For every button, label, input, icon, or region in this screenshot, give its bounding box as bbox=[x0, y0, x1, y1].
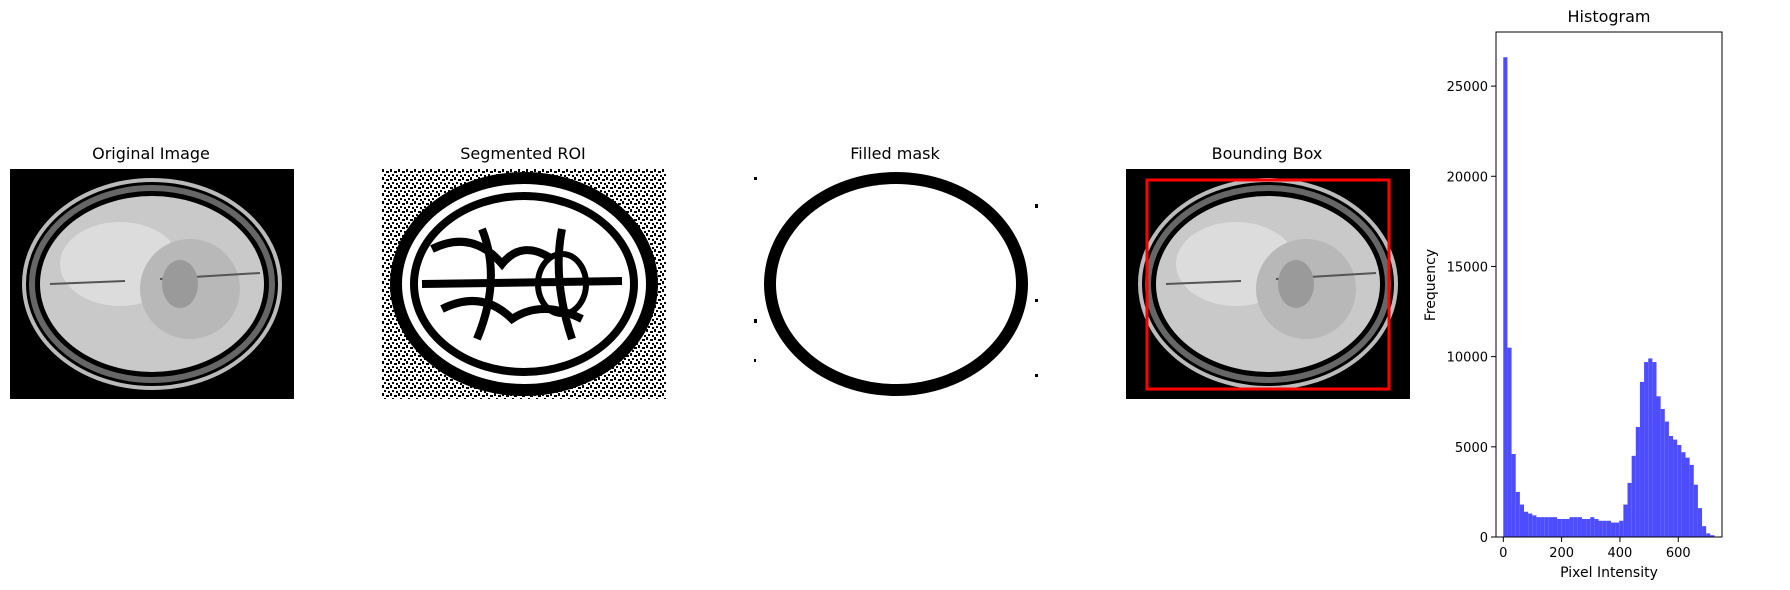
plot-frame bbox=[1495, 31, 1723, 538]
histogram-bar bbox=[1503, 57, 1508, 537]
histogram-bar bbox=[1515, 491, 1520, 537]
histogram-bar bbox=[1648, 358, 1653, 537]
histogram-bar bbox=[1557, 518, 1562, 537]
y-tick-label: 10000 bbox=[1447, 351, 1488, 366]
original-image bbox=[10, 169, 294, 399]
histogram-bar bbox=[1664, 421, 1669, 537]
y-tick-label: 20000 bbox=[1447, 170, 1488, 185]
histogram-bar bbox=[1511, 454, 1516, 537]
histogram-bar bbox=[1710, 535, 1715, 537]
histogram-bar bbox=[1540, 517, 1545, 537]
chart-title: Histogram bbox=[1568, 7, 1651, 26]
histogram-bar bbox=[1627, 482, 1632, 537]
histogram-bar bbox=[1577, 517, 1582, 537]
histogram-bar bbox=[1548, 517, 1553, 537]
x-tick-label: 0 bbox=[1499, 546, 1507, 561]
histogram-bar bbox=[1668, 436, 1674, 537]
x-tick-label: 200 bbox=[1549, 546, 1574, 561]
panel-title-original: Original Image bbox=[92, 144, 210, 163]
histogram-bar bbox=[1635, 426, 1640, 537]
histogram-bar bbox=[1623, 504, 1628, 537]
histogram-bar bbox=[1619, 520, 1624, 537]
histogram-bar bbox=[1528, 513, 1533, 537]
y-tick-label: 0 bbox=[1480, 531, 1488, 546]
histogram-bars bbox=[1503, 57, 1715, 537]
histogram-bar bbox=[1561, 518, 1566, 537]
bounding-box-rect bbox=[1145, 178, 1391, 391]
histogram-bar bbox=[1697, 508, 1703, 537]
histogram-bar bbox=[1639, 381, 1645, 537]
histogram-bar bbox=[1673, 439, 1678, 537]
y-axis-label: Frequency bbox=[1423, 249, 1439, 321]
histogram-bar bbox=[1569, 517, 1574, 537]
histogram-bar bbox=[1536, 517, 1541, 537]
histogram-bar bbox=[1519, 504, 1524, 537]
histogram-bar bbox=[1532, 515, 1537, 537]
panel-title-bbox: Bounding Box bbox=[1211, 144, 1323, 163]
histogram-bar bbox=[1681, 452, 1686, 537]
histogram-bar bbox=[1644, 362, 1649, 537]
segmented-roi-image bbox=[382, 169, 666, 399]
histogram-bar bbox=[1565, 518, 1570, 537]
x-axis-label: Pixel Intensity bbox=[1560, 565, 1658, 581]
y-tick-label: 15000 bbox=[1447, 260, 1488, 275]
histogram-bar bbox=[1677, 445, 1682, 537]
histogram-bar bbox=[1586, 518, 1591, 537]
histogram-bar bbox=[1552, 517, 1558, 537]
x-tick-label: 600 bbox=[1666, 546, 1691, 561]
histogram-bar bbox=[1610, 522, 1616, 537]
histogram-bar bbox=[1507, 347, 1512, 537]
histogram-bar bbox=[1581, 518, 1587, 537]
histogram-bar bbox=[1544, 517, 1549, 537]
histogram-bar bbox=[1660, 408, 1665, 537]
bounding-box-image bbox=[1126, 169, 1410, 399]
histogram-bar bbox=[1594, 518, 1599, 537]
histogram-bar bbox=[1652, 362, 1657, 537]
histogram-bar bbox=[1702, 526, 1707, 537]
y-tick-label: 25000 bbox=[1447, 80, 1488, 95]
histogram-bar bbox=[1602, 520, 1607, 537]
y-tick-label: 5000 bbox=[1455, 441, 1488, 456]
filled-mask-image bbox=[754, 169, 1038, 399]
histogram-bar bbox=[1656, 396, 1661, 537]
histogram-bar bbox=[1693, 484, 1698, 537]
panel-title-segmented: Segmented ROI bbox=[460, 144, 586, 163]
histogram-bar bbox=[1606, 520, 1611, 537]
histogram-bar bbox=[1685, 457, 1690, 537]
histogram-bar bbox=[1706, 533, 1711, 537]
x-tick-label: 400 bbox=[1608, 546, 1633, 561]
histogram-bar bbox=[1631, 455, 1636, 537]
histogram-bar bbox=[1689, 464, 1694, 537]
histogram-bar bbox=[1598, 520, 1603, 537]
x-axis-ticks: 0 200 400 600 bbox=[1499, 537, 1691, 561]
y-axis-ticks: 0 5000 10000 15000 20000 25000 bbox=[1447, 80, 1496, 546]
histogram-bar bbox=[1590, 517, 1595, 537]
panel-title-mask: Filled mask bbox=[850, 144, 940, 163]
histogram-bar bbox=[1573, 517, 1578, 537]
histogram-bar bbox=[1615, 522, 1620, 537]
histogram-bar bbox=[1523, 511, 1529, 537]
